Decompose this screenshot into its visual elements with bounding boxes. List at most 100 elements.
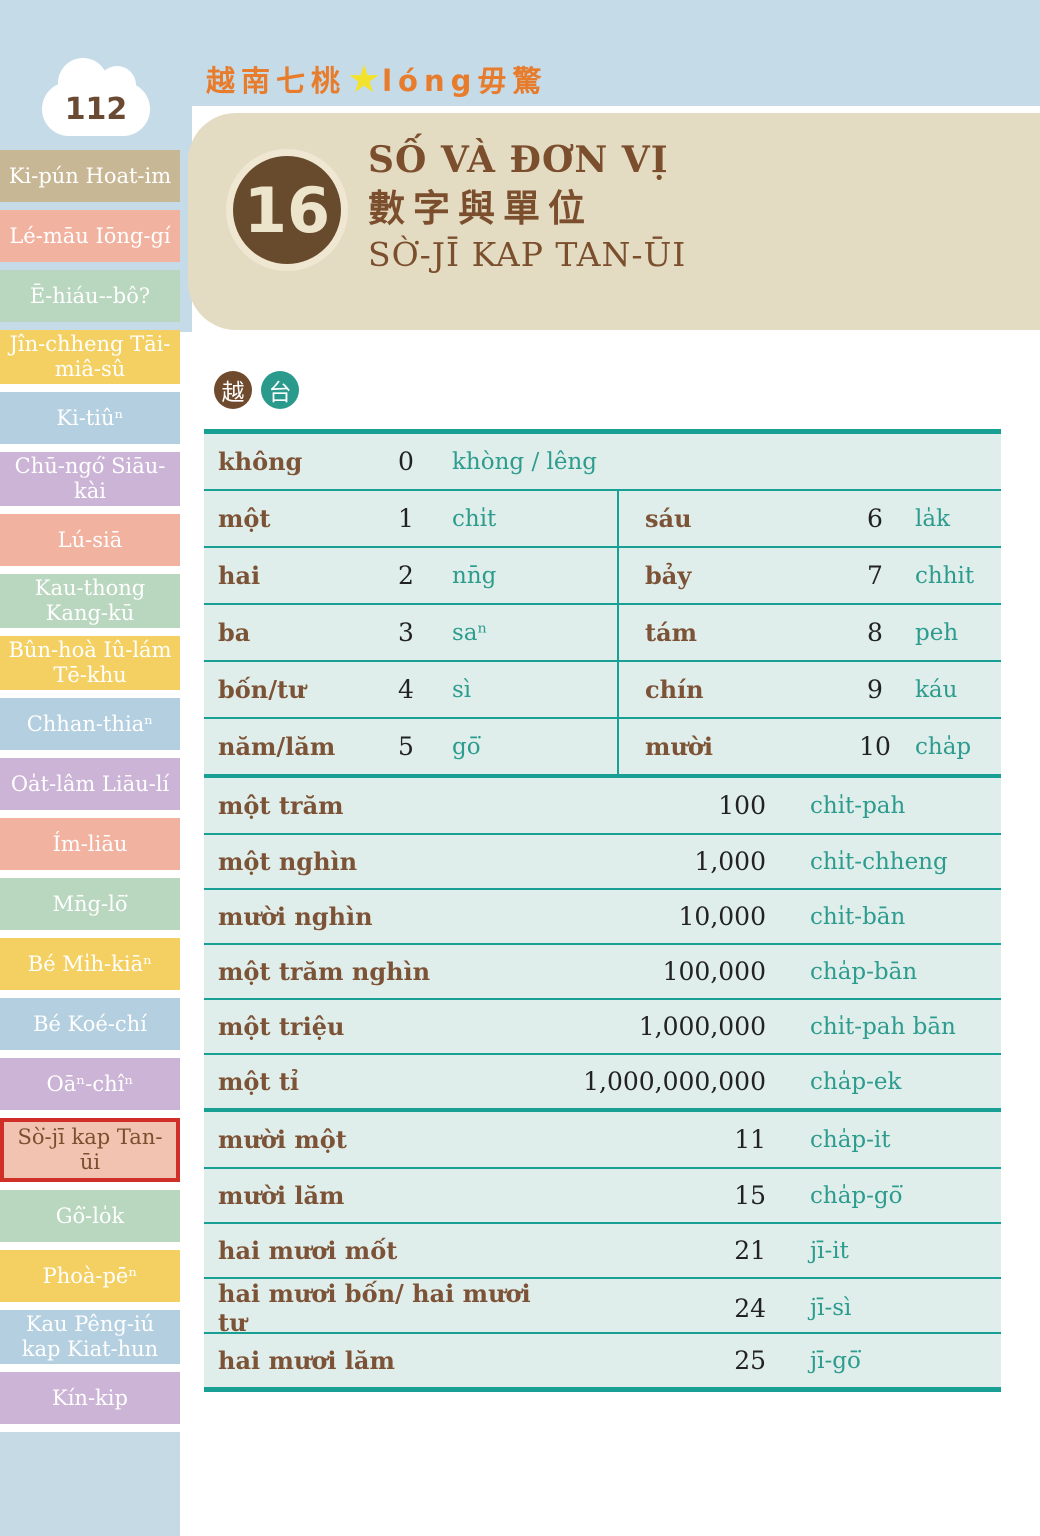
book-title-left: 越南七桃 bbox=[206, 64, 347, 98]
sidebar-item-ki-pun-hoat-im[interactable]: Ki-pún Hoat-im bbox=[0, 150, 180, 202]
numeral: 9 bbox=[867, 675, 883, 704]
sidebar-item-label: Lé-māu Iōng-gí bbox=[9, 223, 171, 248]
sidebar-item-bun-hoa-iu-lam-te-khu[interactable]: Bûn-hoà Iû-lám Tē-khu bbox=[0, 636, 180, 690]
numeral: 21 bbox=[734, 1236, 766, 1265]
vietnamese-word: một nghìn bbox=[218, 847, 358, 876]
chapter-number-circle: 16 bbox=[226, 149, 348, 271]
sidebar-item-label: Lú-siā bbox=[57, 527, 123, 552]
numeral: 1,000 bbox=[694, 847, 766, 876]
sidebar-item-label: Sò͘-jī kap Tan-ūi bbox=[17, 1125, 163, 1174]
vietnamese-word: sáu bbox=[645, 504, 692, 533]
sidebar-item-label: Jîn-chheng Tāi-miâ-sû bbox=[9, 332, 171, 381]
sidebar-item-kin-kip[interactable]: Kín-kip bbox=[0, 1372, 180, 1424]
taiwanese-word: jī-gō͘ bbox=[810, 1347, 861, 1374]
vietnamese-word: mười nghìn bbox=[218, 902, 373, 931]
table-row-10000: mười nghìn 10,000 chi̍t-bān bbox=[204, 888, 1001, 943]
taiwanese-word: chi̍t-pah bān bbox=[810, 1013, 956, 1040]
numeral: 6 bbox=[867, 504, 883, 533]
page-number-cloud: 112 bbox=[42, 58, 150, 136]
sidebar-item-label: Ē-hiáu--bô? bbox=[29, 283, 151, 308]
table-row-25: hai mươi lăm 25 jī-gō͘ bbox=[204, 1332, 1001, 1387]
vietnamese-word: tám bbox=[645, 618, 698, 647]
sidebar-item-label: Gô͘-lo̍k bbox=[55, 1203, 125, 1228]
taiwanese-badge: 台 bbox=[261, 371, 299, 409]
numeral: 5 bbox=[398, 732, 414, 761]
taiwanese-word: káu bbox=[915, 676, 958, 703]
sidebar-item-oan-chin[interactable]: Oāⁿ-chîⁿ bbox=[0, 1058, 180, 1110]
taiwanese-word: la̍k bbox=[915, 505, 951, 532]
sidebar-item-label: Bé Koé-chí bbox=[33, 1011, 147, 1036]
table-row-11: mười một 11 cha̍p-it bbox=[204, 1112, 1001, 1167]
table-cell-left: bốn/tư 4 sì bbox=[204, 662, 617, 717]
vietnamese-word: một trăm bbox=[218, 791, 344, 820]
numeral: 0 bbox=[398, 447, 414, 476]
sidebar-item-chhan-thian[interactable]: Chhan-thiaⁿ bbox=[0, 698, 180, 750]
sidebar-item-label: Kau Pêng-iú kap Kiat-hun bbox=[21, 1312, 159, 1361]
sidebar-item-le-mau-iong-gi[interactable]: Lé-māu Iōng-gí bbox=[0, 210, 180, 262]
sidebar-item-kau-peng-iu-kap-kiat-hun[interactable]: Kau Pêng-iú kap Kiat-hun bbox=[0, 1310, 180, 1364]
numeral: 1,000,000 bbox=[638, 1012, 766, 1041]
sidebar-item-label: Ki-pún Hoat-im bbox=[8, 163, 172, 188]
taiwanese-word: sì bbox=[452, 676, 472, 703]
sidebar-item-label: Chū-ngó͘ Siāu-kài bbox=[14, 454, 166, 503]
sidebar-item-kau-thong-kang-ku[interactable]: Kau-thong Kang-kū bbox=[0, 574, 180, 628]
sidebar-item-label: Chhan-thiaⁿ bbox=[26, 711, 154, 736]
table-cell-right: sáu 6 la̍k bbox=[617, 491, 1001, 546]
table-cell-right: tám 8 peh bbox=[617, 605, 1001, 660]
sidebar-item-e-hiau-bo[interactable]: Ē-hiáu--bô? bbox=[0, 270, 180, 322]
sidebar-item-chu-ngo-siau-kai[interactable]: Chū-ngó͘ Siāu-kài bbox=[0, 452, 180, 506]
table-row-15: mười lăm 15 cha̍p-gō͘ bbox=[204, 1167, 1001, 1222]
taiwanese-word: cha̍p-gō͘ bbox=[810, 1182, 903, 1209]
sidebar-item-lu-sia[interactable]: Lú-siā bbox=[0, 514, 180, 566]
sidebar-item-label: Oāⁿ-chîⁿ bbox=[46, 1071, 134, 1096]
table-row-3-8: ba 3 saⁿ tám 8 peh bbox=[204, 603, 1001, 660]
numbers-0-10-section: không 0 khòng / lêng một 1 chi̍t sáu 6 l… bbox=[204, 434, 1001, 774]
vietnamese-word: ba bbox=[218, 618, 251, 647]
table-cell-left: năm/lăm 5 gō͘ bbox=[204, 719, 617, 774]
table-row-5-10: năm/lăm 5 gō͘ mười 10 cha̍p bbox=[204, 717, 1001, 774]
numeral: 1,000,000,000 bbox=[583, 1067, 766, 1096]
sidebar-item-im-liau[interactable]: Ím-liāu bbox=[0, 818, 180, 870]
table-row-zero: không 0 khòng / lêng bbox=[204, 434, 1001, 489]
table-cell-left: ba 3 saⁿ bbox=[204, 605, 617, 660]
sidebar-item-label: Ím-liāu bbox=[52, 831, 128, 856]
taiwanese-word: khòng / lêng bbox=[452, 448, 598, 475]
taiwanese-word: jī-it bbox=[810, 1237, 849, 1264]
vietnamese-word: bốn/tư bbox=[218, 675, 306, 704]
numeral: 25 bbox=[734, 1346, 766, 1375]
sidebar-item-oat-lam-liau-li[interactable]: Oa̍t-lâm Liāu-lí bbox=[0, 758, 180, 810]
sidebar-item-blank[interactable] bbox=[0, 1432, 180, 1536]
taiwanese-word: cha̍p bbox=[915, 733, 972, 760]
sidebar-item-so-ji-kap-tan-ui-active[interactable]: Sò͘-jī kap Tan-ūi bbox=[0, 1118, 180, 1182]
vietnamese-word: hai mươi mốt bbox=[218, 1236, 398, 1265]
table-row-2-7: hai 2 nn̄g bảy 7 chhit bbox=[204, 546, 1001, 603]
sidebar-item-go-lok[interactable]: Gô͘-lo̍k bbox=[0, 1190, 180, 1242]
sidebar-item-label: Kín-kip bbox=[52, 1385, 128, 1410]
sidebar-item-jin-chheng-tai-mia-su[interactable]: Jîn-chheng Tāi-miâ-sû bbox=[0, 330, 180, 384]
sidebar-item-ki-tiun[interactable]: Ki-tiûⁿ bbox=[0, 392, 180, 444]
numeral: 10 bbox=[859, 732, 891, 761]
page-number: 112 bbox=[64, 91, 128, 127]
sidebar-item-be-koe-chi[interactable]: Bé Koé-chí bbox=[0, 998, 180, 1050]
chapter-title-vietnamese: SỐ VÀ ĐƠN VỊ bbox=[368, 139, 669, 181]
language-badges: 越 台 bbox=[214, 371, 299, 409]
taiwanese-word: jī-sì bbox=[810, 1295, 852, 1321]
vietnamese-word: hai mươi bốn/ hai mươi tư bbox=[218, 1279, 531, 1337]
sidebar-item-mng-lo[interactable]: Mn̄g-lō͘ bbox=[0, 878, 180, 930]
vietnamese-word: một bbox=[218, 504, 271, 533]
chapter-titles: SỐ VÀ ĐƠN VỊ 數字與單位 SÒ͘-JĪ KAP TAN-ŪI bbox=[368, 137, 686, 277]
table-row-100: một trăm 100 chi̍t-pah bbox=[204, 778, 1001, 833]
table-cell-left: một 1 chi̍t bbox=[204, 491, 617, 546]
book-title-right: lóng毋驚 bbox=[382, 64, 548, 98]
sidebar-item-be-mih-kian[interactable]: Bé Mi̍h-kiāⁿ bbox=[0, 938, 180, 990]
chapter-title-chinese: 數字與單位 bbox=[368, 186, 593, 230]
sidebar-item-phoa-pen[interactable]: Phoà-pēⁿ bbox=[0, 1250, 180, 1302]
chapter-header-box: 16 SỐ VÀ ĐƠN VỊ 數字與單位 SÒ͘-JĪ KAP TAN-ŪI bbox=[188, 113, 1040, 330]
taiwanese-word: cha̍p-bān bbox=[810, 958, 918, 985]
table-row-1000: một nghìn 1,000 chi̍t-chheng bbox=[204, 833, 1001, 888]
table-cell-right: mười 10 cha̍p bbox=[617, 719, 1001, 774]
numeral: 100,000 bbox=[662, 957, 766, 986]
vietnamese-word: mười một bbox=[218, 1125, 347, 1154]
sidebar-item-label: Kau-thong Kang-kū bbox=[34, 576, 146, 625]
